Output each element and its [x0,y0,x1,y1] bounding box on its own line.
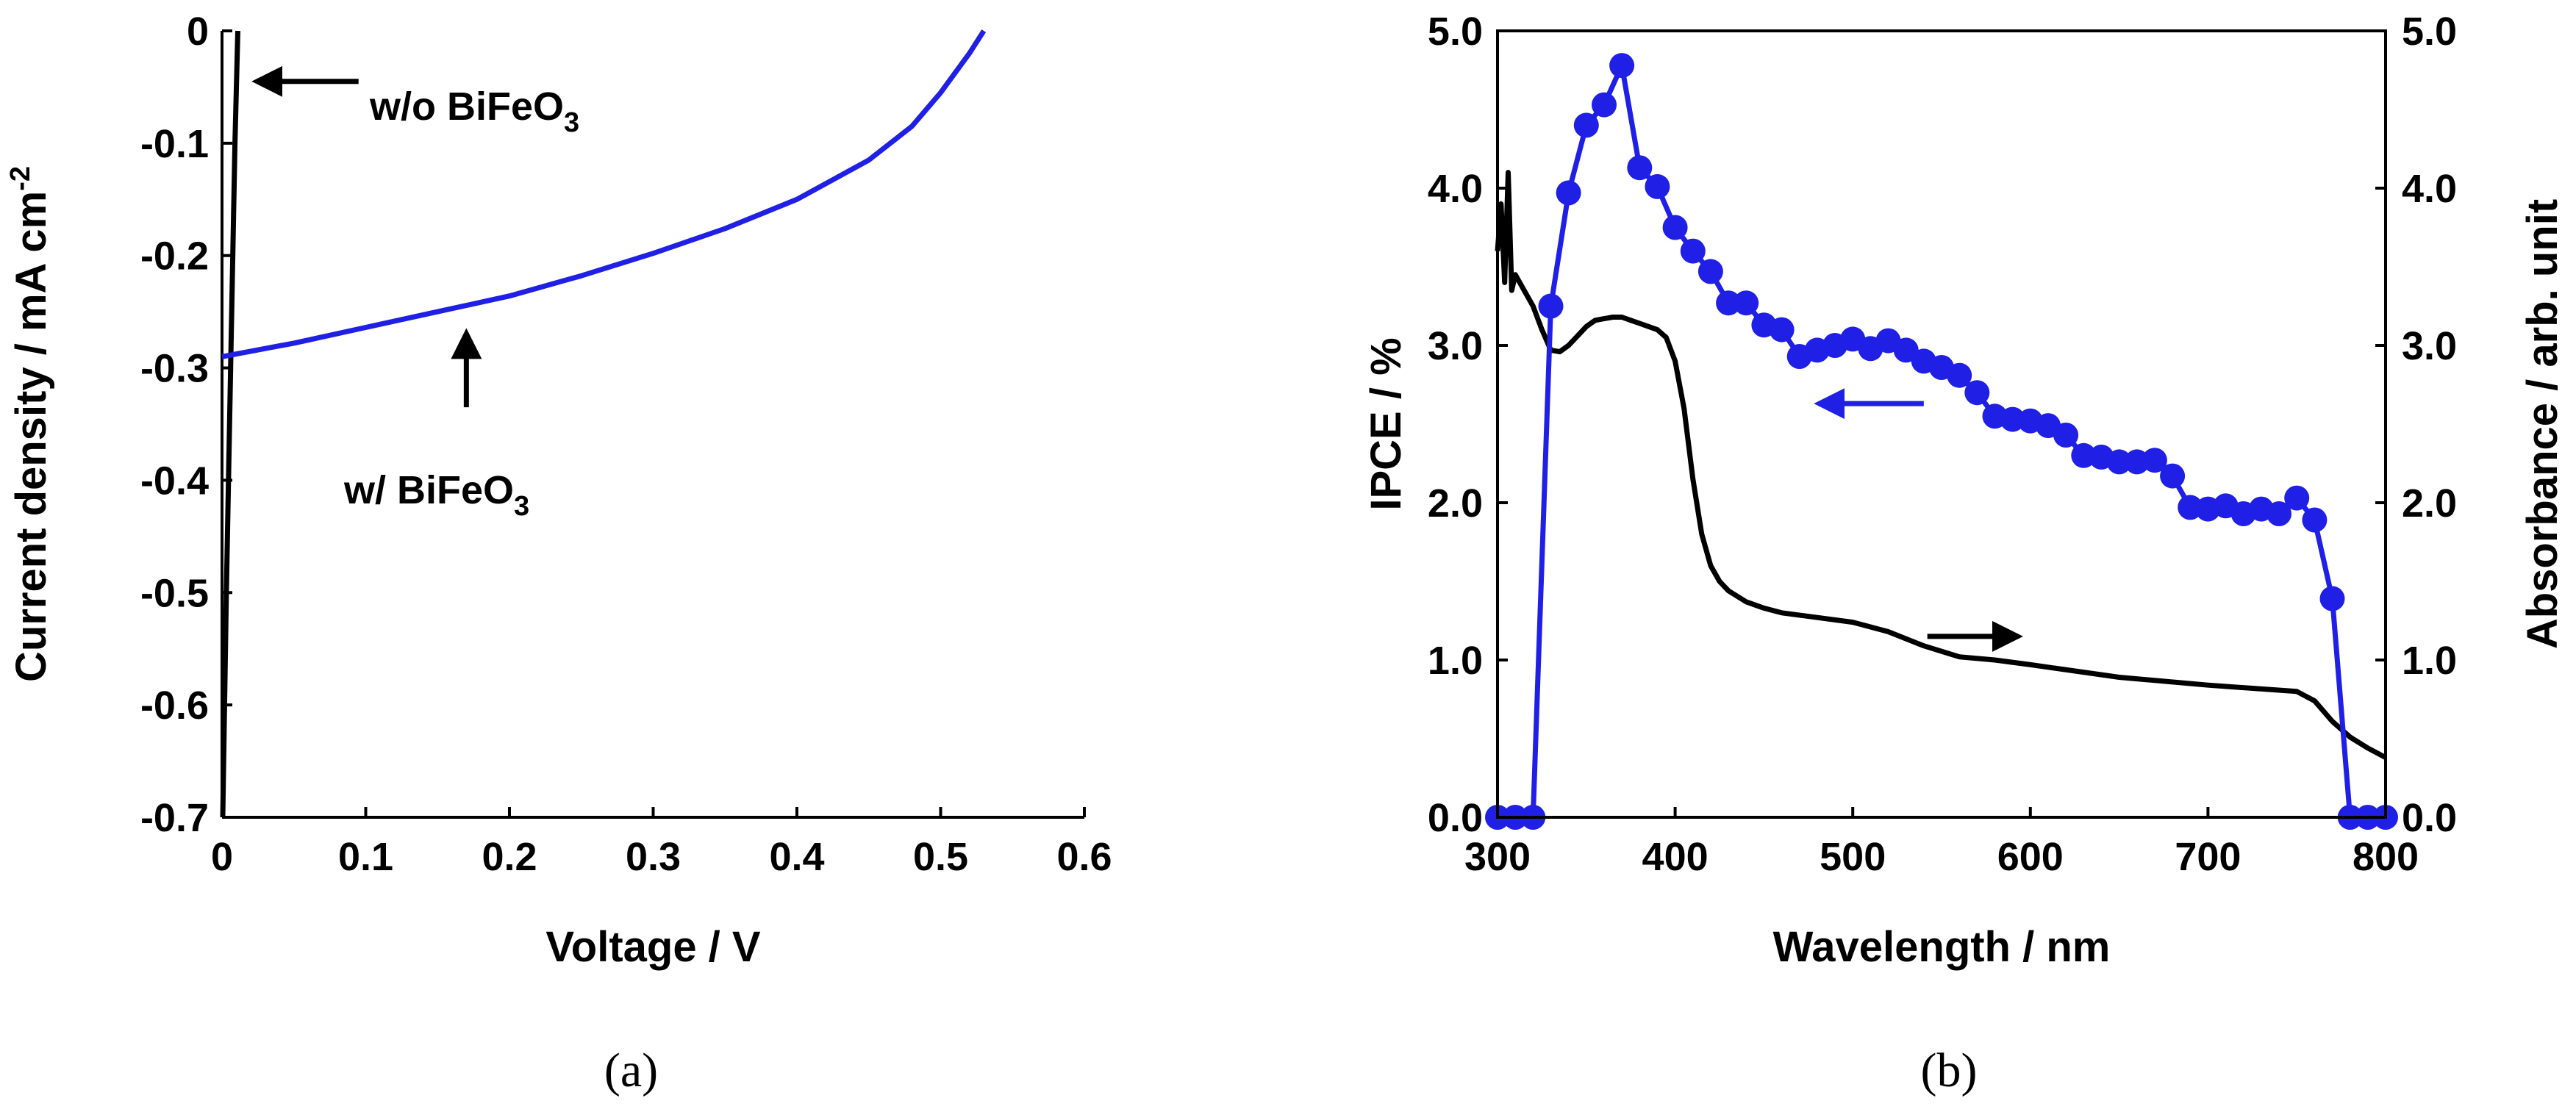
data-point-ipce [2319,586,2345,611]
data-point-ipce [1947,362,1972,388]
chart-b: 300 400 500 600 700 800 0.0 1.0 2.0 3.0 4.0 5.0 0.… [1362,10,2566,1097]
data-point-ipce [2106,449,2132,475]
panel-label-b: (b) [1921,1044,1978,1097]
x-tick-label: 0 [211,835,233,879]
x-tick-label: 0.6 [1056,835,1112,879]
x-tick-label: 0.4 [769,835,824,879]
y-tick-label-right: 5.0 [2402,10,2457,54]
plot-frame-a [222,31,1084,817]
x-tick-label: 0.1 [338,835,393,879]
data-point-ipce [2266,501,2291,526]
y-tick-label-right: 2.0 [2402,481,2457,525]
data-point-ipce [1716,290,1742,316]
series-line-without-bifeo3 [220,30,240,818]
plot-frame-b [1496,29,2387,819]
y-tick-label: -0.1 [140,122,209,166]
y-tick-label-left: 5.0 [1428,10,1483,54]
y-tick-label-left: 4.0 [1428,167,1483,211]
x-tick-label: 600 [1997,835,2064,879]
data-point-ipce [1680,238,1706,264]
data-point-ipce [1556,180,1581,206]
x-tick-label: 0.5 [913,835,968,879]
y-axis-label-right-b: Absorbance / arb. unit [2519,199,2566,649]
series-line-with-bifeo3 [221,29,987,359]
data-point-ipce [1573,112,1599,138]
data-point-ipce [1538,293,1564,319]
y-axis-label-a: Current density / mA cm-2 [5,166,55,682]
y-tick-label: 0 [187,10,209,54]
data-point-ipce [1645,173,1670,199]
data-point-ipce [1734,290,1759,316]
data-point-ipce [1662,215,1688,240]
data-point-ipce [2160,463,2186,489]
x-axis-label-a: Voltage / V [545,923,761,971]
y-tick-label: -0.5 [140,571,209,615]
data-point-ipce [2284,485,2310,511]
y-tick-label: -0.2 [140,234,209,279]
y-tick-label-right: 3.0 [2402,324,2457,368]
data-point-ipce [1697,259,1723,284]
y-tick-label-left: 0.0 [1428,796,1483,840]
x-tick-label: 700 [2175,835,2241,879]
y-tick-label: -0.7 [140,796,209,840]
series-line-ipce [1498,62,2386,820]
y-axis-label-left-b: IPCE / % [1362,337,1410,510]
y-tick-label-left: 3.0 [1428,324,1483,368]
y-tick-label-right: 0.0 [2402,796,2457,840]
data-point-ipce [2142,448,2167,473]
annotation-label-with: w/ BiFeO3 [343,468,529,522]
y-tick-label: -0.3 [140,347,209,391]
data-point-ipce [1964,380,1990,406]
y-tick-label-left: 1.0 [1428,639,1483,683]
data-point-ipce [2302,507,2328,533]
y-tick-label-right: 4.0 [2402,167,2457,211]
x-tick-label: 500 [1820,835,1886,879]
chart-a: 0 0.1 0.2 0.3 0.4 0.5 0.6 0 -0.1 -0.2 -0.3 -0.4 -0.… [5,10,1112,1097]
x-tick-label: 800 [2353,835,2419,879]
data-point-ipce [1627,155,1653,181]
x-tick-label: 0.2 [482,835,537,879]
x-tick-label: 400 [1642,835,1709,879]
data-point-ipce [1592,92,1617,118]
y-tick-label-left: 2.0 [1428,481,1483,525]
series-line-absorbance [1495,170,2387,760]
x-axis-label-b: Wavelength / nm [1773,923,2111,971]
y-tick-label-right: 1.0 [2402,639,2457,683]
data-point-ipce [1769,317,1795,342]
panel-label-a: (a) [604,1044,658,1097]
x-tick-label: 300 [1464,835,1531,879]
y-tick-label: -0.6 [140,684,209,728]
x-tick-label: 0.3 [626,835,681,879]
y-tick-label: -0.4 [140,459,209,503]
data-point-ipce [1609,53,1635,79]
annotation-label-without: w/o BiFeO3 [369,85,579,138]
data-point-ipce [2053,423,2079,448]
